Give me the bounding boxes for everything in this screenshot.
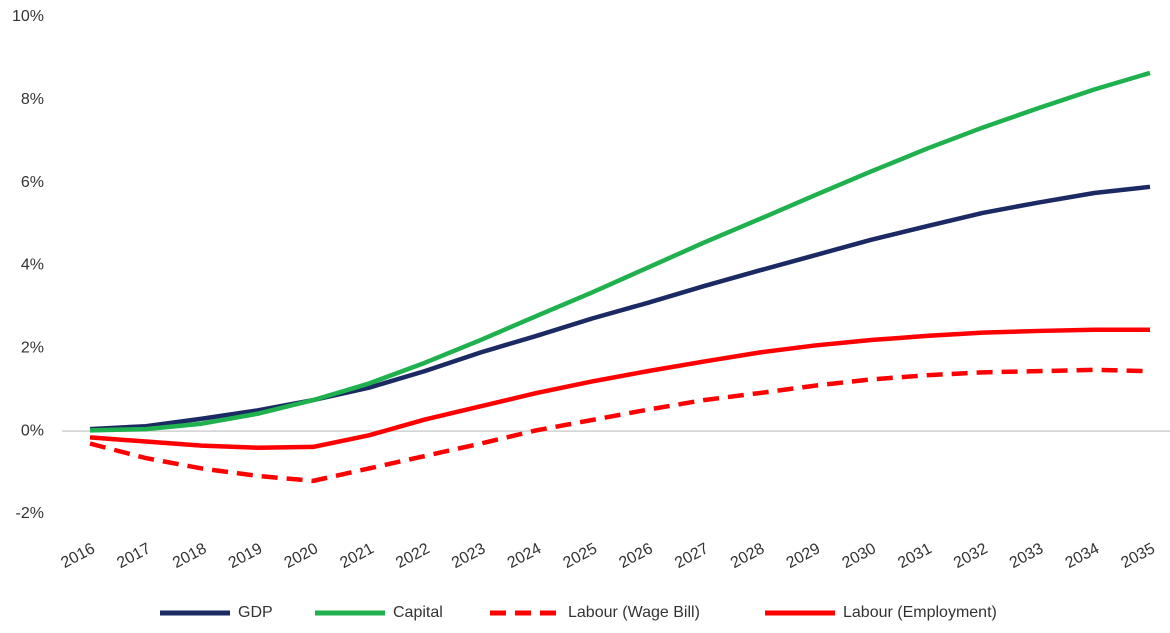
x-tick-label: 2018 xyxy=(170,540,210,572)
x-tick-label: 2029 xyxy=(784,540,824,572)
x-tick-label: 2020 xyxy=(282,540,322,572)
series-line xyxy=(89,184,1151,432)
x-tick-label: 2019 xyxy=(226,540,266,572)
series-line xyxy=(89,70,1151,433)
series-line xyxy=(89,327,1150,450)
x-tick-label: 2027 xyxy=(672,540,712,572)
x-tick-label: 2017 xyxy=(114,540,154,572)
y-tick-label: 6% xyxy=(21,174,44,191)
x-tick-label: 2033 xyxy=(1007,540,1047,572)
legend-label: GDP xyxy=(238,604,273,621)
x-tick-label: 2030 xyxy=(840,540,880,572)
x-tick-label: 2023 xyxy=(449,540,489,572)
y-tick-label: 0% xyxy=(21,422,44,439)
x-tick-label: 2035 xyxy=(1118,540,1158,572)
legend-label: Labour (Wage Bill) xyxy=(568,604,700,621)
x-tick-label: 2024 xyxy=(505,540,545,572)
x-tick-label: 2032 xyxy=(951,540,991,572)
x-tick-label: 2021 xyxy=(337,540,377,572)
y-tick-label: 10% xyxy=(12,8,44,25)
y-tick-label: 8% xyxy=(21,91,44,108)
x-tick-label: 2016 xyxy=(58,540,98,572)
x-tick-label: 2034 xyxy=(1063,540,1103,572)
y-tick-label: 4% xyxy=(21,257,44,274)
legend-label: Labour (Employment) xyxy=(843,604,997,621)
x-tick-label: 2022 xyxy=(393,540,433,572)
x-tick-label: 2026 xyxy=(616,540,656,572)
y-tick-label: 2% xyxy=(21,340,44,357)
series-line xyxy=(89,367,1151,484)
x-tick-label: 2025 xyxy=(561,540,601,572)
x-tick-label: 2028 xyxy=(728,540,768,572)
y-tick-label: -2% xyxy=(16,505,44,522)
x-tick-label: 2031 xyxy=(895,540,935,572)
legend-label: Capital xyxy=(393,604,443,621)
